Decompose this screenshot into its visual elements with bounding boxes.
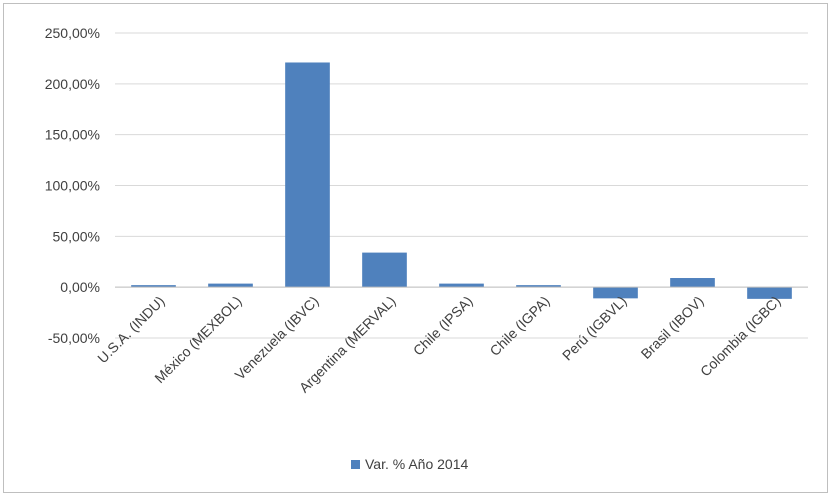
bar [747, 287, 792, 299]
x-tick-labels: U.S.A. (INDU)México (MEXBOL)Venezuela (I… [94, 293, 783, 396]
x-tick-label: U.S.A. (INDU) [94, 293, 167, 366]
bar [208, 283, 253, 288]
x-tick-label: Chile (IPSA) [410, 293, 476, 359]
legend-swatch [351, 460, 360, 469]
x-tick-label: Colombia (IGBC) [697, 293, 784, 380]
legend-label: Var. % Año 2014 [365, 456, 468, 472]
bar [670, 278, 715, 288]
legend: Var. % Año 2014 [351, 456, 468, 472]
x-tick-label: México (MEXBOL) [151, 293, 244, 386]
bar [362, 252, 407, 288]
chart-frame [3, 3, 828, 493]
bar [516, 285, 561, 288]
y-tick-label: 200,00% [45, 76, 100, 92]
bar [285, 62, 330, 288]
bar [439, 283, 484, 288]
y-tick-label: 0,00% [60, 279, 100, 295]
x-tick-label: Perú (IGBVL) [559, 293, 630, 364]
y-tick-label: 100,00% [45, 178, 100, 194]
y-tick-label: 150,00% [45, 127, 100, 143]
bar [593, 287, 638, 299]
bars [131, 62, 792, 299]
y-tick-labels: -50,00% 0,00% 50,00% 100,00% 150,00% 200,00% 2… [45, 25, 100, 346]
gridlines [115, 32, 808, 339]
x-tick-label: Brasil (IBOV) [638, 293, 707, 362]
x-tick-label: Chile (IGPA) [486, 293, 552, 359]
y-tick-label: -50,00% [48, 330, 100, 346]
bar [131, 285, 176, 288]
y-tick-label: 50,00% [53, 228, 100, 244]
y-tick-label: 250,00% [45, 25, 100, 41]
